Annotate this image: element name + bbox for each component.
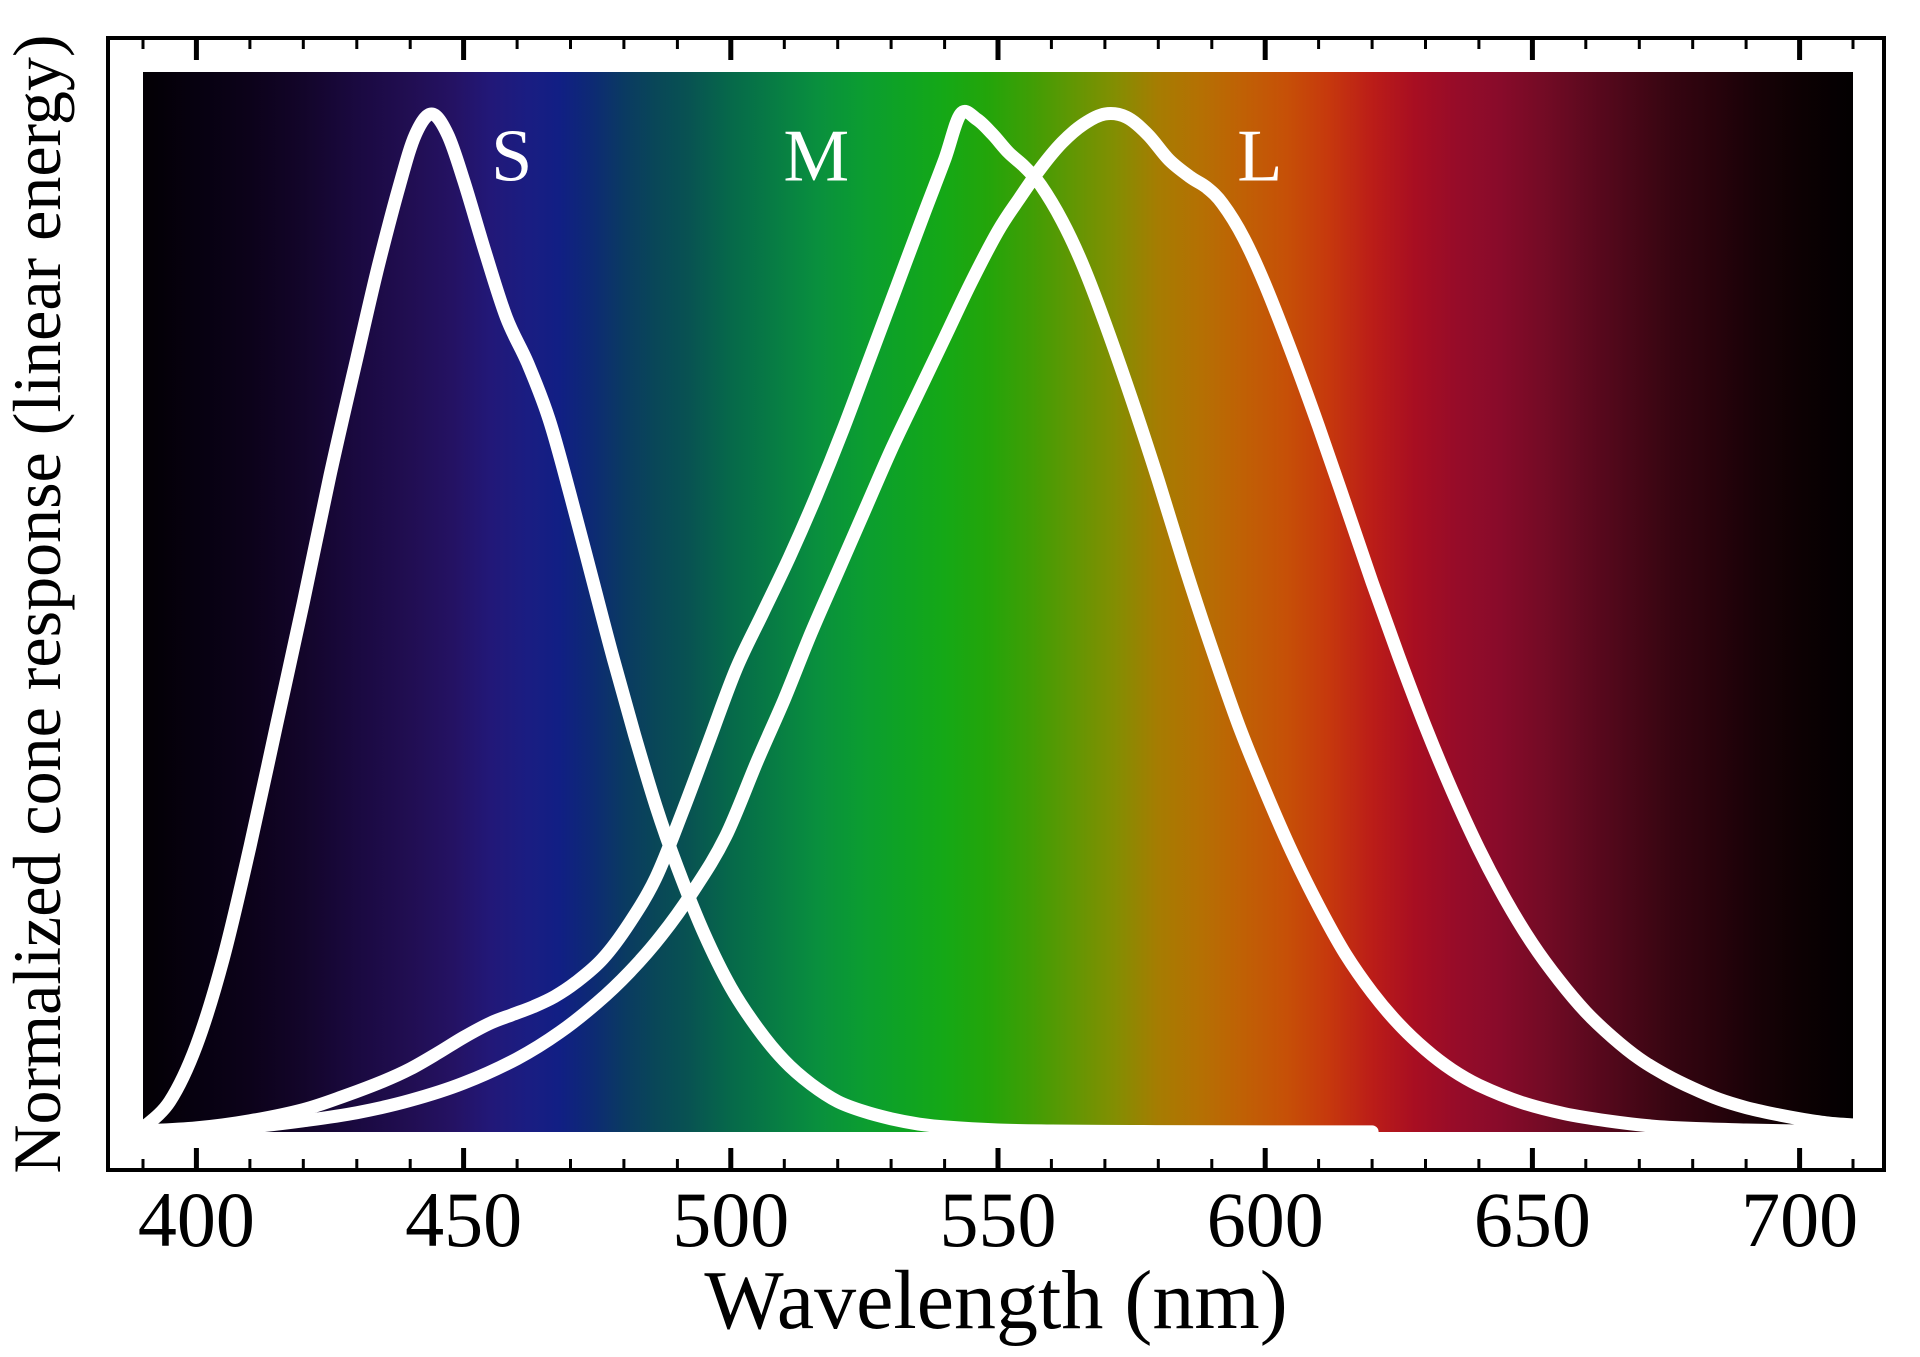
curve-label-l: L	[1237, 116, 1282, 198]
tick-label-650: 650	[1474, 1176, 1591, 1263]
spectrum-background	[143, 72, 1853, 1132]
x-axis-ticks	[141, 38, 1855, 1170]
curve-label-s: S	[491, 116, 532, 198]
tick-label-450: 450	[405, 1176, 522, 1263]
tick-label-550: 550	[940, 1176, 1057, 1263]
tick-label-700: 700	[1741, 1176, 1858, 1263]
tick-label-500: 500	[672, 1176, 789, 1263]
curve-m	[143, 105, 1853, 1132]
x-axis-tick-labels: 400 450 500 550 600 650 700	[138, 1176, 1858, 1263]
y-axis-title: Normalized cone response (linear energy)	[0, 34, 75, 1173]
curve-label-m: M	[783, 116, 849, 198]
tick-label-600: 600	[1207, 1176, 1324, 1263]
curve-l	[143, 107, 1853, 1132]
tick-label-400: 400	[138, 1176, 255, 1263]
curve-s	[143, 107, 1379, 1132]
cone-response-curves	[143, 105, 1853, 1132]
x-axis-title: Wavelength (nm)	[704, 1254, 1287, 1347]
